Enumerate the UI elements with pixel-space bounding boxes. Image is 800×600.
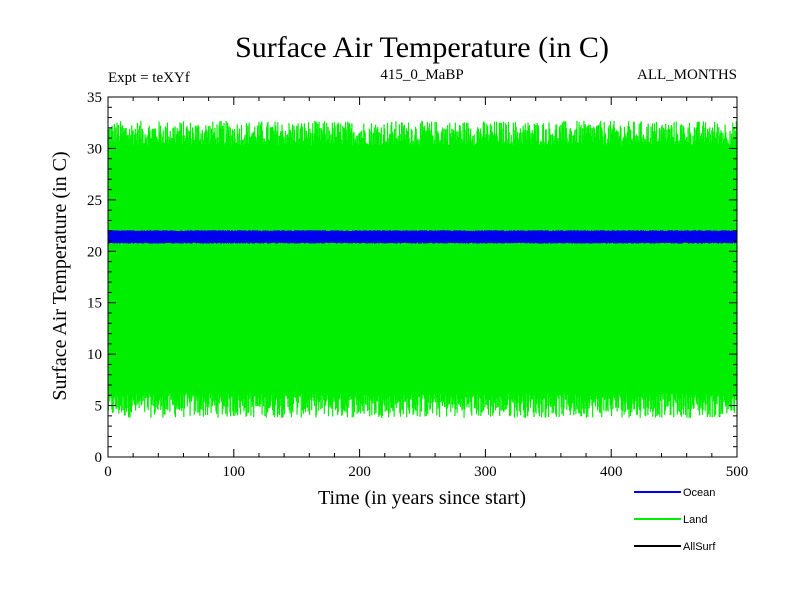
y-tick-label: 10: [87, 347, 102, 363]
y-tick-label: 0: [95, 450, 103, 466]
x-axis-label: Time (in years since start): [318, 487, 526, 509]
legend-label-land: Land: [683, 514, 707, 526]
y-tick-label: 30: [87, 141, 102, 157]
header-left: Expt = teXYf: [108, 70, 190, 86]
y-axis-label: Surface Air Temperature (in C): [49, 151, 71, 400]
x-tick-label: 300: [474, 464, 497, 480]
y-tick-label: 20: [87, 244, 102, 260]
legend-label-allsurf: AllSurf: [683, 541, 716, 553]
chart-title: Surface Air Temperature (in C): [235, 31, 609, 64]
x-tick-label: 200: [348, 464, 371, 480]
series-line-ocean: [107, 230, 738, 244]
legend: Ocean Land AllSurf: [634, 487, 716, 553]
series-line-land: [107, 120, 738, 418]
y-tick-label: 25: [87, 193, 102, 209]
y-tick-label: 5: [95, 399, 103, 415]
header-right: ALL_MONTHS: [637, 67, 737, 83]
x-tick-label: 500: [726, 464, 749, 480]
x-tick-label: 400: [600, 464, 623, 480]
x-tick-label: 100: [223, 464, 246, 480]
x-tick-label: 0: [104, 464, 112, 480]
plot-series: [107, 120, 738, 418]
y-tick-label: 35: [87, 90, 102, 106]
legend-label-ocean: Ocean: [683, 487, 715, 499]
header-center: 415_0_MaBP: [380, 67, 463, 83]
plot-frame: [107, 96, 738, 458]
y-tick-label: 15: [87, 296, 102, 312]
axis-ticks: 0 100 200 300 400 500 0 5 10 15 20 25 30 35: [87, 90, 748, 480]
